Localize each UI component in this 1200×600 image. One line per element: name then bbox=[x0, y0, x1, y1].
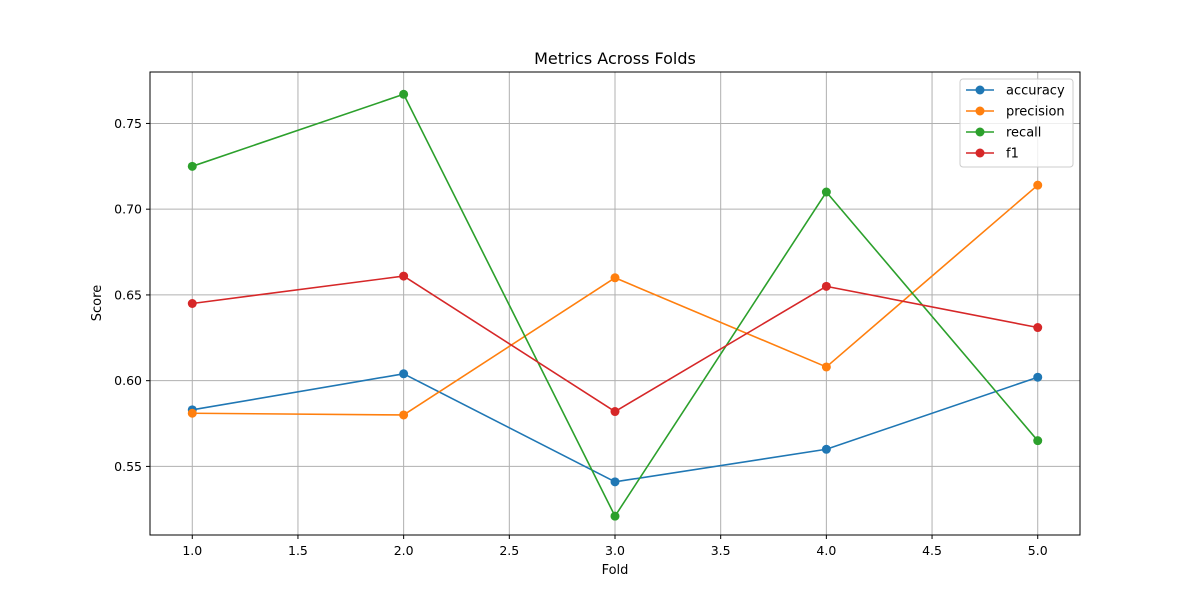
f1-point bbox=[610, 407, 620, 417]
legend-swatch-marker bbox=[975, 148, 985, 158]
legend-swatch-marker bbox=[975, 85, 985, 95]
legend-box bbox=[959, 78, 1074, 168]
legend-label: recall bbox=[1006, 126, 1041, 141]
accuracy-point bbox=[399, 369, 409, 379]
precision-point bbox=[821, 362, 831, 372]
recall-point bbox=[187, 161, 197, 171]
precision-point bbox=[610, 273, 620, 283]
x-tick-label: 3.5 bbox=[711, 543, 731, 558]
y-tick-label: 0.75 bbox=[114, 116, 142, 131]
x-tick-label: 3.0 bbox=[605, 543, 625, 558]
series-f1 bbox=[187, 271, 1043, 417]
accuracy-point bbox=[610, 477, 620, 487]
f1-point bbox=[399, 271, 409, 281]
x-tick-label: 2.5 bbox=[499, 543, 519, 558]
series-recall bbox=[187, 89, 1043, 521]
series-layer bbox=[187, 89, 1043, 521]
y-axis-label: Score bbox=[90, 285, 105, 321]
precision-point bbox=[399, 410, 409, 420]
legend: accuracy precision recall f1 bbox=[959, 78, 1074, 168]
y-tick-label: 0.65 bbox=[114, 287, 142, 302]
x-tick-label: 1.0 bbox=[182, 543, 202, 558]
recall-point bbox=[821, 187, 831, 197]
x-axis: 1.0 1.5 2.0 2.5 3.0 3.5 4.0 4.5 5.0 bbox=[182, 535, 1048, 558]
accuracy-point bbox=[1033, 372, 1043, 382]
x-tick-label: 4.5 bbox=[922, 543, 942, 558]
legend-item-precision: precision bbox=[966, 105, 1065, 120]
y-tick-label: 0.60 bbox=[114, 373, 142, 388]
accuracy-point bbox=[821, 444, 831, 454]
chart-title: Metrics Across Folds bbox=[534, 49, 696, 68]
y-axis: 0.55 0.60 0.65 0.70 0.75 bbox=[114, 116, 150, 474]
x-tick-label: 1.5 bbox=[288, 543, 308, 558]
f1-point bbox=[821, 281, 831, 291]
x-tick-label: 5.0 bbox=[1028, 543, 1048, 558]
legend-label: precision bbox=[1006, 105, 1065, 120]
x-tick-label: 2.0 bbox=[394, 543, 414, 558]
f1-point bbox=[187, 299, 197, 308]
x-tick-label: 4.0 bbox=[816, 543, 836, 558]
recall-point bbox=[610, 511, 620, 521]
legend-label: accuracy bbox=[1006, 84, 1065, 99]
legend-item-f1: f1 bbox=[966, 147, 1019, 162]
precision-point bbox=[1033, 180, 1043, 190]
x-axis-label: Fold bbox=[602, 563, 629, 578]
f1-point bbox=[1033, 323, 1043, 333]
recall-point bbox=[399, 89, 409, 99]
legend-label: f1 bbox=[1006, 147, 1019, 162]
recall-point bbox=[1033, 436, 1043, 446]
legend-item-recall: recall bbox=[966, 126, 1041, 141]
precision-point bbox=[187, 408, 197, 418]
y-tick-label: 0.55 bbox=[114, 459, 142, 474]
legend-item-accuracy: accuracy bbox=[966, 84, 1065, 99]
y-tick-label: 0.70 bbox=[114, 202, 142, 217]
legend-swatch-marker bbox=[975, 127, 985, 137]
series-precision bbox=[187, 180, 1043, 420]
legend-swatch-marker bbox=[975, 106, 985, 116]
